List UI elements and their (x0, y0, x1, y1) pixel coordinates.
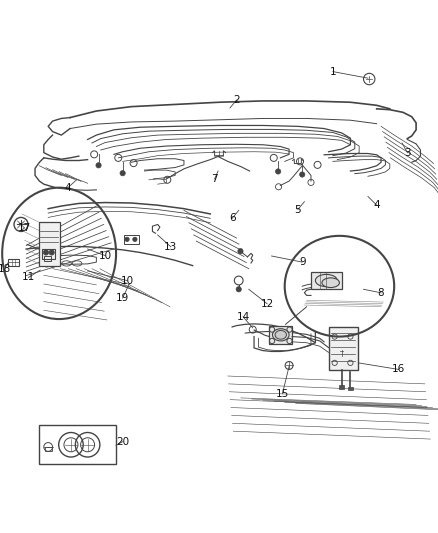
Text: 20: 20 (116, 437, 129, 447)
Bar (328, 327, 358, 370)
Text: 3: 3 (404, 148, 411, 158)
Bar (45, 447, 52, 451)
Bar (42, 249, 55, 259)
Circle shape (238, 248, 243, 254)
Bar (311, 272, 342, 289)
Circle shape (236, 287, 241, 292)
Bar (8, 259, 19, 265)
Ellipse shape (275, 330, 286, 339)
Circle shape (120, 171, 125, 176)
Bar (44, 256, 51, 261)
Ellipse shape (272, 329, 289, 341)
Text: 10: 10 (120, 276, 134, 286)
Bar (124, 235, 139, 244)
Text: 4: 4 (373, 200, 380, 210)
Text: 19: 19 (116, 293, 129, 303)
Text: 1: 1 (329, 67, 336, 77)
Circle shape (133, 237, 137, 241)
Text: 15: 15 (276, 389, 289, 399)
Bar (39, 425, 116, 464)
Circle shape (43, 250, 49, 255)
Circle shape (276, 169, 281, 174)
Text: 4: 4 (64, 183, 71, 192)
Circle shape (300, 172, 305, 177)
Circle shape (96, 163, 101, 168)
Text: 2: 2 (233, 95, 240, 105)
Ellipse shape (322, 278, 339, 287)
Text: 8: 8 (378, 288, 385, 298)
Text: 13: 13 (164, 242, 177, 252)
Bar (339, 385, 344, 389)
Text: 7: 7 (211, 174, 218, 184)
Circle shape (125, 237, 129, 241)
Ellipse shape (315, 274, 337, 287)
Text: 18: 18 (0, 264, 11, 273)
Bar (348, 386, 353, 390)
Circle shape (49, 250, 54, 255)
Text: 9: 9 (299, 257, 306, 267)
Text: 5: 5 (294, 205, 301, 215)
Text: 6: 6 (229, 213, 236, 223)
Text: 12: 12 (261, 298, 274, 309)
Text: 17: 17 (18, 223, 31, 233)
Bar (269, 326, 292, 344)
Text: 11: 11 (22, 272, 35, 282)
Text: 14: 14 (237, 312, 250, 322)
Bar (39, 222, 60, 265)
Text: 16: 16 (392, 365, 405, 374)
Text: 10: 10 (99, 251, 112, 261)
